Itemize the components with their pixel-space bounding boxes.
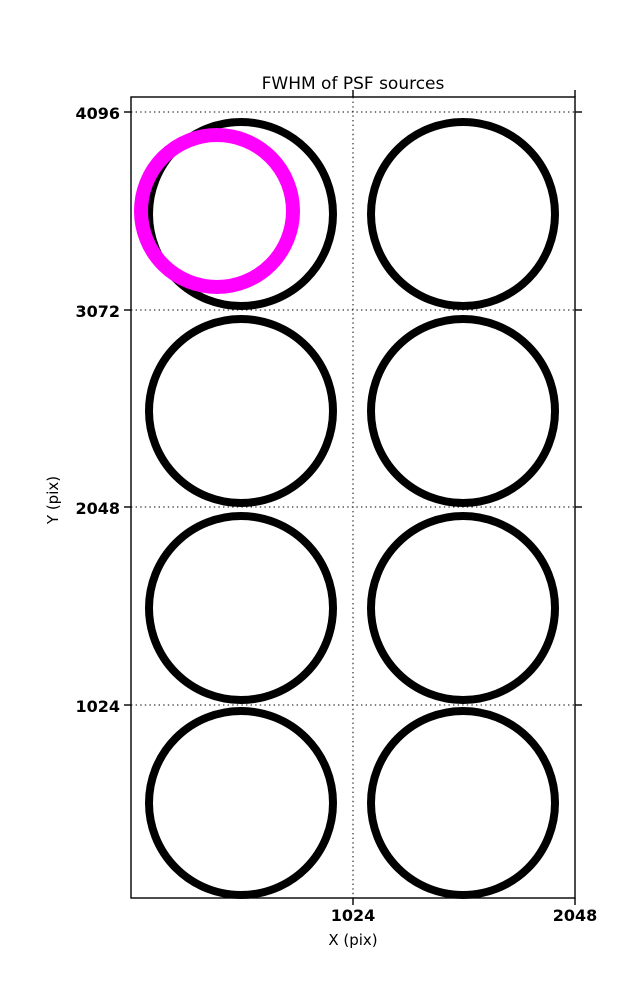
psf-circle[interactable] xyxy=(367,118,559,310)
psf-circle[interactable] xyxy=(367,707,559,899)
ytick-label-2048: 2048 xyxy=(75,499,120,518)
psf-circle[interactable] xyxy=(145,707,337,899)
y-tick-labels: 4096 3072 2048 1024 xyxy=(75,104,120,716)
psf-circle[interactable] xyxy=(367,315,559,507)
psf-circle[interactable] xyxy=(145,315,337,507)
xtick-label-2048: 2048 xyxy=(553,906,598,925)
y-axis-ticks xyxy=(124,111,582,706)
x-tick-labels: 1024 2048 xyxy=(331,906,598,925)
x-axis-ticks xyxy=(352,90,576,905)
psf-circle[interactable] xyxy=(367,512,559,704)
series-reference-fwhm xyxy=(134,128,300,294)
ytick-label-4096: 4096 xyxy=(75,104,120,123)
reference-psf-circle[interactable] xyxy=(134,128,300,294)
series-psf-source-fwhm xyxy=(145,118,559,899)
psf-circle[interactable] xyxy=(145,118,337,310)
y-axis-label: Y (pix) xyxy=(44,476,62,525)
ytick-label-3072: 3072 xyxy=(75,302,120,321)
ytick-label-1024: 1024 xyxy=(75,697,120,716)
psf-circle[interactable] xyxy=(145,512,337,704)
x-axis-label: X (pix) xyxy=(328,931,377,949)
chart-title: FWHM of PSF sources xyxy=(262,74,445,94)
xtick-label-1024: 1024 xyxy=(331,906,376,925)
